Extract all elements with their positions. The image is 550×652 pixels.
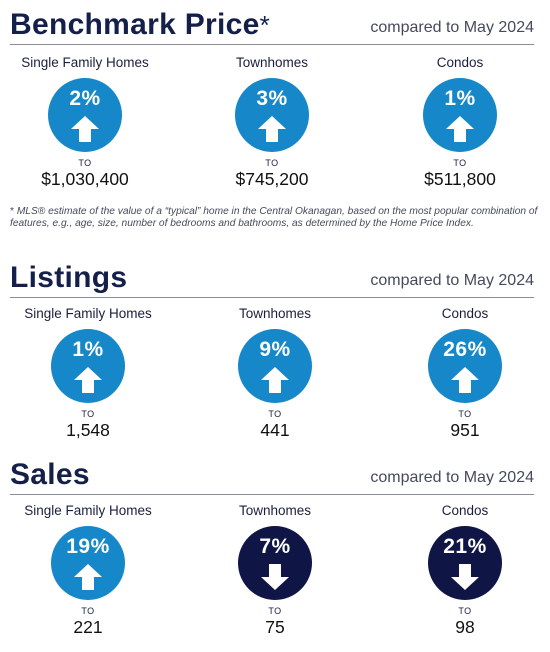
- stat-single-family: Single Family Homes 19% TO 221: [0, 503, 178, 637]
- to-label: TO: [453, 158, 467, 168]
- stat-value: $745,200: [235, 169, 309, 189]
- change-badge: 1%: [423, 78, 497, 152]
- stat-label: Townhomes: [238, 306, 312, 321]
- compared-to-label: compared to May 2024: [370, 272, 534, 289]
- stat-label: Condos: [441, 503, 489, 518]
- change-badge: 19%: [51, 526, 125, 600]
- stat-condos: Condos 26% TO 951: [375, 306, 550, 440]
- stat-label: Condos: [441, 306, 489, 321]
- change-badge: 1%: [51, 329, 125, 403]
- change-badge: 7%: [238, 526, 312, 600]
- to-label: TO: [78, 158, 92, 168]
- to-label: TO: [265, 158, 279, 168]
- change-badge: 2%: [48, 78, 122, 152]
- stat-townhomes: Townhomes 9% TO 441: [185, 306, 365, 440]
- to-label: TO: [81, 409, 95, 419]
- change-percent: 2%: [69, 87, 101, 110]
- section-title-text: Benchmark Price: [10, 8, 260, 41]
- to-label: TO: [458, 606, 472, 616]
- arrow-up-icon: [446, 116, 474, 142]
- to-label: TO: [268, 409, 282, 419]
- arrow-up-icon: [258, 116, 286, 142]
- change-percent: 3%: [256, 87, 288, 110]
- benchmark-section: Benchmark Price* compared to May 2024 Si…: [0, 6, 550, 229]
- stat-value: 951: [450, 420, 480, 440]
- arrow-up-icon: [74, 564, 102, 590]
- arrow-up-icon: [261, 367, 289, 393]
- stat-single-family: Single Family Homes 2% TO $1,030,400: [0, 55, 175, 189]
- change-percent: 21%: [443, 535, 487, 558]
- compared-to-label: compared to May 2024: [370, 19, 534, 36]
- stat-label: Townhomes: [235, 55, 309, 70]
- stat-single-family: Single Family Homes 1% TO 1,548: [0, 306, 178, 440]
- stat-label: Single Family Homes: [21, 55, 149, 70]
- arrow-down-icon: [451, 564, 479, 590]
- stat-value: 1,548: [66, 420, 110, 440]
- footnote-text: MLS® estimate of the value of a “typical…: [10, 206, 538, 229]
- section-divider: [10, 44, 534, 45]
- to-label: TO: [81, 606, 95, 616]
- section-header: Listings compared to May 2024: [0, 259, 550, 299]
- to-label: TO: [268, 606, 282, 616]
- change-badge: 21%: [428, 526, 502, 600]
- change-percent: 1%: [444, 87, 476, 110]
- section-header: Sales compared to May 2024: [0, 456, 550, 496]
- stat-label: Single Family Homes: [24, 503, 152, 518]
- sales-section: Sales compared to May 2024 Single Family…: [0, 456, 550, 637]
- stat-value: 221: [73, 617, 103, 637]
- stat-value: 441: [260, 420, 290, 440]
- change-percent: 1%: [72, 338, 104, 361]
- change-badge: 26%: [428, 329, 502, 403]
- change-badge: 3%: [235, 78, 309, 152]
- stat-label: Single Family Homes: [24, 306, 152, 321]
- arrow-up-icon: [74, 367, 102, 393]
- stat-label: Condos: [436, 55, 484, 70]
- to-label: TO: [458, 409, 472, 419]
- stat-value: 75: [265, 617, 285, 637]
- stat-value: $511,800: [424, 169, 496, 189]
- title-asterisk: *: [259, 10, 271, 40]
- change-percent: 26%: [443, 338, 487, 361]
- arrow-down-icon: [261, 564, 289, 590]
- change-percent: 19%: [66, 535, 110, 558]
- stat-value: $1,030,400: [41, 169, 129, 189]
- compared-to-label: compared to May 2024: [370, 469, 534, 486]
- stat-condos: Condos 21% TO 98: [375, 503, 550, 637]
- footnote-asterisk: *: [10, 206, 14, 217]
- section-title: Benchmark Price*: [10, 6, 270, 44]
- section-title: Listings: [10, 261, 128, 294]
- stat-condos: Condos 1% TO $511,800: [370, 55, 550, 189]
- change-percent: 9%: [259, 338, 291, 361]
- arrow-up-icon: [451, 367, 479, 393]
- listings-section: Listings compared to May 2024 Single Fam…: [0, 259, 550, 440]
- stat-townhomes: Townhomes 3% TO $745,200: [182, 55, 362, 189]
- change-badge: 9%: [238, 329, 312, 403]
- arrow-up-icon: [71, 116, 99, 142]
- section-divider: [10, 297, 534, 298]
- stat-townhomes: Townhomes 7% TO 75: [185, 503, 365, 637]
- footnote: * MLS® estimate of the value of a “typic…: [10, 206, 538, 230]
- stat-label: Townhomes: [238, 503, 312, 518]
- section-title: Sales: [10, 458, 90, 491]
- stat-value: 98: [455, 617, 475, 637]
- section-header: Benchmark Price* compared to May 2024: [0, 6, 550, 46]
- change-percent: 7%: [259, 535, 291, 558]
- section-divider: [10, 494, 534, 495]
